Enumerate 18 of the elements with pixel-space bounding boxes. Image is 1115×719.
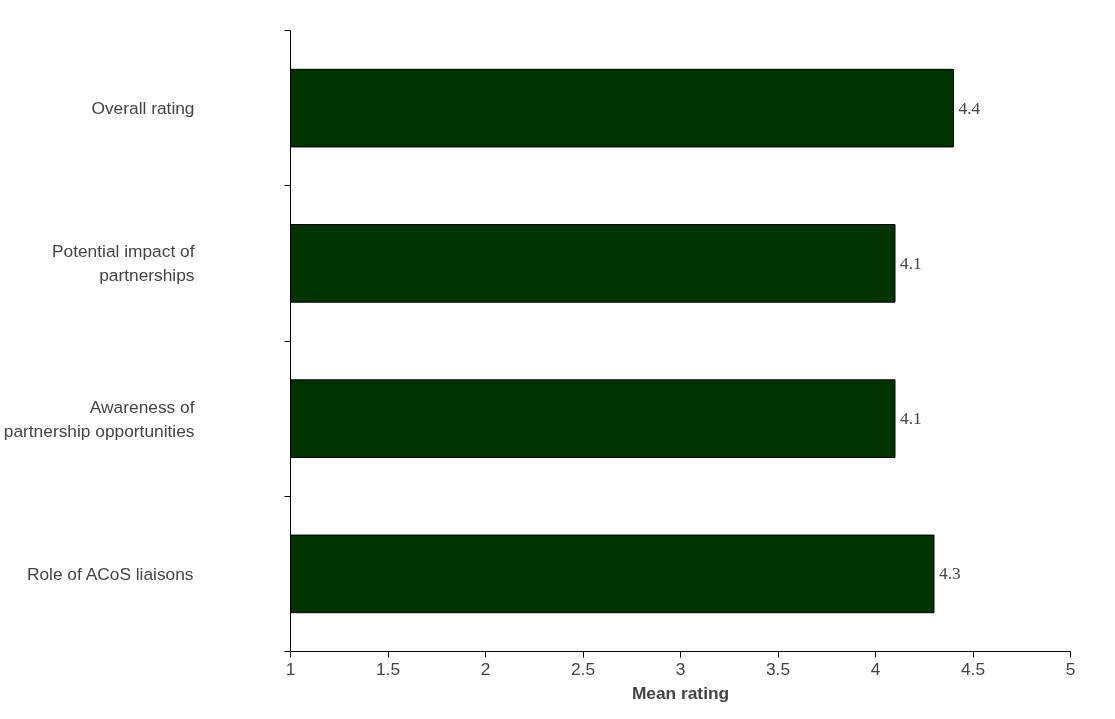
x-axis-title: Mean rating <box>631 682 730 703</box>
y-tick-label: Role of ACoS liaisons <box>26 563 194 584</box>
x-tick-label: 2.5 <box>570 658 596 679</box>
data-label: 4.1 <box>900 409 922 429</box>
y-tick-label: Potential impact of partnerships <box>51 241 195 286</box>
data-label: 4.4 <box>958 98 981 118</box>
x-tick-label: 4.5 <box>960 658 986 679</box>
data-label: 4.1 <box>900 253 922 273</box>
x-tick-label: 3.5 <box>765 658 791 679</box>
x-tick-label: 1 <box>285 658 296 679</box>
x-tick-label: 1.5 <box>375 658 401 679</box>
x-tick-label: 2 <box>480 658 491 679</box>
x-tick-label: 4 <box>870 658 881 679</box>
x-tick-label: 5 <box>1065 658 1076 679</box>
x-tick-label: 3 <box>675 658 686 679</box>
y-tick-label: Overall rating <box>91 98 195 119</box>
y-tick-label: Awareness of partnership opportunities <box>3 396 195 441</box>
data-label: 4.3 <box>939 564 961 584</box>
